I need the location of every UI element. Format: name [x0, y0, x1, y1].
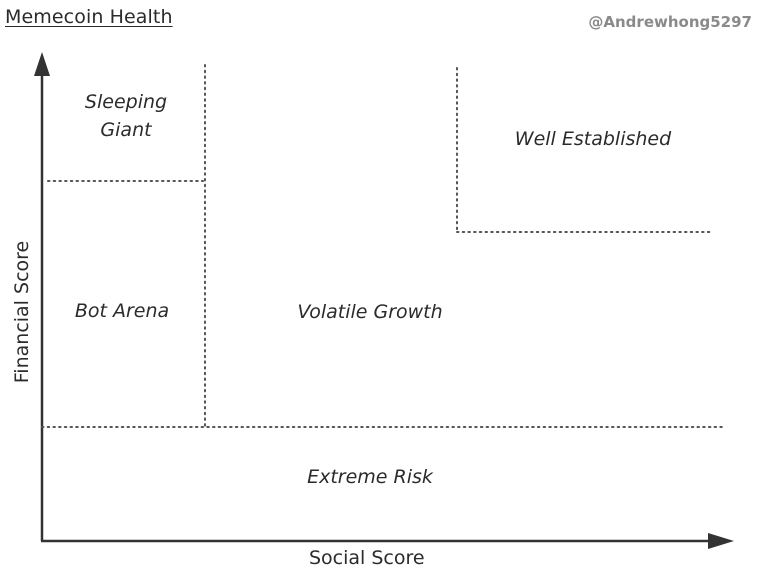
- region-sleeping-giant-line2: Giant: [100, 118, 152, 141]
- x-axis-arrow-icon: [708, 533, 734, 549]
- author-handle: @Andrewhong5297: [588, 13, 752, 31]
- region-sleeping-giant-line1: Sleeping: [84, 91, 168, 113]
- y-axis-arrow-icon: [34, 52, 50, 76]
- diagram-title: Memecoin Health: [5, 6, 173, 28]
- region-volatile-growth: Volatile Growth: [297, 301, 443, 323]
- region-bot-arena: Bot Arena: [74, 300, 170, 322]
- region-extreme-risk: Extreme Risk: [307, 466, 433, 488]
- region-well-established: Well Established: [514, 128, 672, 150]
- region-sleeping-giant: Sleeping Giant: [85, 89, 167, 144]
- y-axis-label: Financial Score: [11, 240, 33, 384]
- x-axis-label: Social Score: [309, 547, 425, 568]
